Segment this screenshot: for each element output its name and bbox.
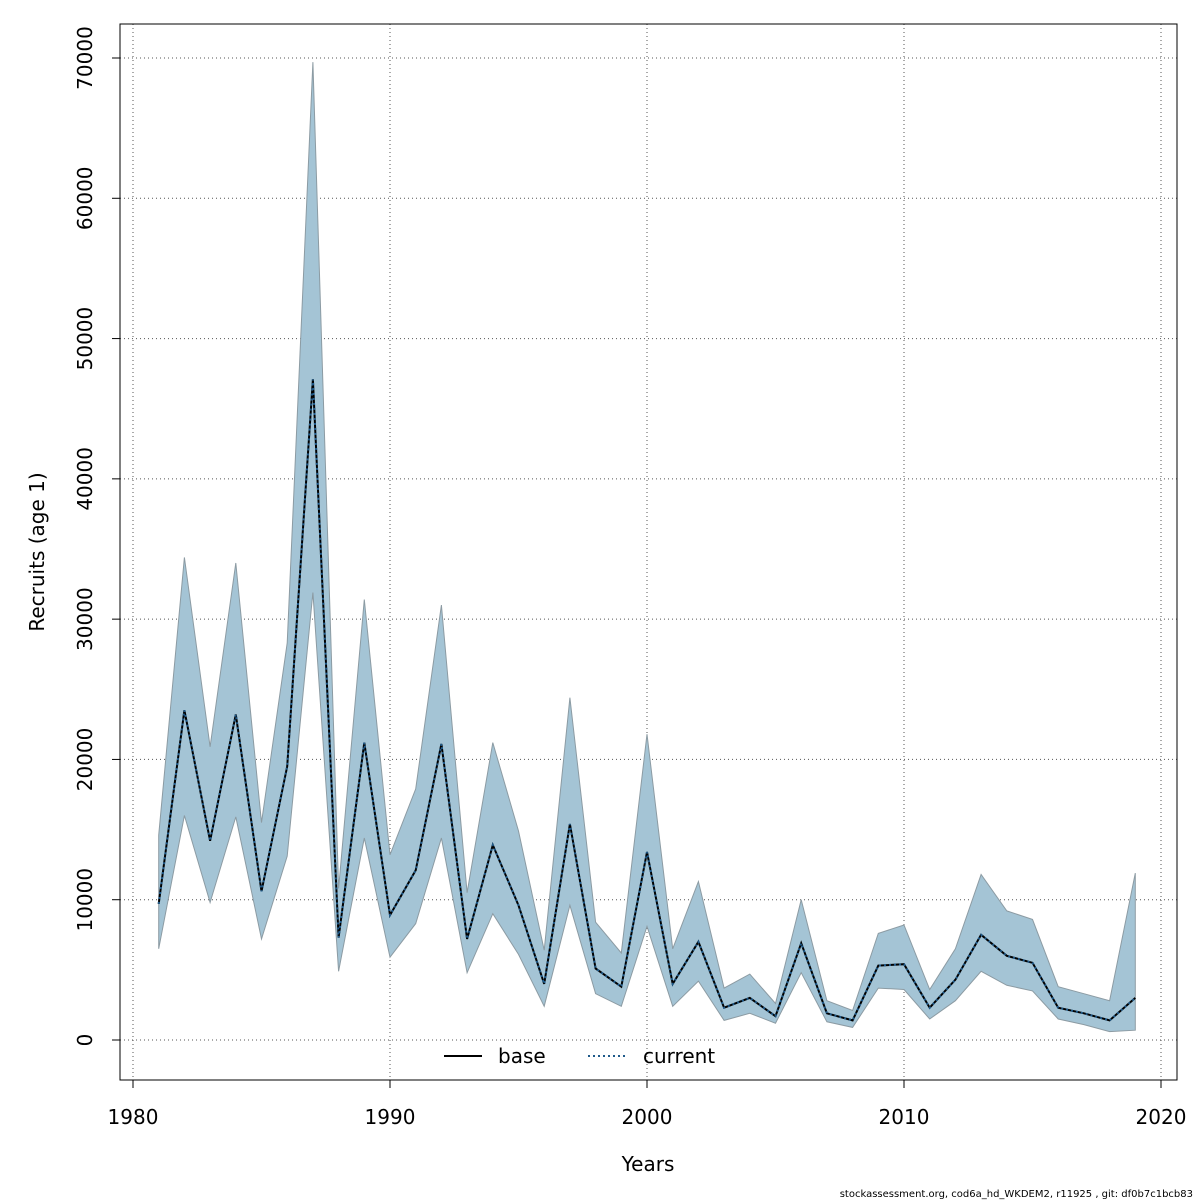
legend-label-base: base — [498, 1044, 546, 1068]
y-tick-label-40000: 40000 — [73, 447, 97, 511]
x-tick-label-1990: 1990 — [365, 1105, 416, 1129]
x-tick-label-1980: 1980 — [108, 1105, 159, 1129]
y-tick-label-10000: 10000 — [73, 868, 97, 932]
legend: base current — [444, 1044, 715, 1068]
confidence-band — [158, 62, 1136, 1033]
x-tick-label-2010: 2010 — [879, 1105, 930, 1129]
x-axis: 1980 1990 2000 2010 2020 — [108, 1079, 1187, 1129]
y-axis-title: Recruits (age 1) — [25, 472, 49, 631]
x-tick-label-2020: 2020 — [1136, 1105, 1187, 1129]
y-tick-label-0: 0 — [73, 1034, 97, 1047]
footer-credit: stockassessment.org, cod6a_hd_WKDEM2, r1… — [840, 1189, 1193, 1200]
series-lines — [157, 379, 1136, 1022]
series-line-current — [157, 379, 1136, 1022]
legend-label-current: current — [643, 1044, 715, 1068]
y-tick-label-60000: 60000 — [73, 166, 97, 230]
y-tick-label-30000: 30000 — [73, 587, 97, 651]
y-tick-label-70000: 70000 — [73, 26, 97, 90]
y-tick-label-20000: 20000 — [73, 728, 97, 792]
y-axis: 0 10000 20000 30000 40000 50000 60000 70000 — [73, 26, 121, 1047]
x-tick-label-2000: 2000 — [622, 1105, 673, 1129]
y-tick-label-50000: 50000 — [73, 307, 97, 371]
confidence-band-area — [158, 62, 1136, 1033]
x-axis-title: Years — [621, 1152, 675, 1176]
